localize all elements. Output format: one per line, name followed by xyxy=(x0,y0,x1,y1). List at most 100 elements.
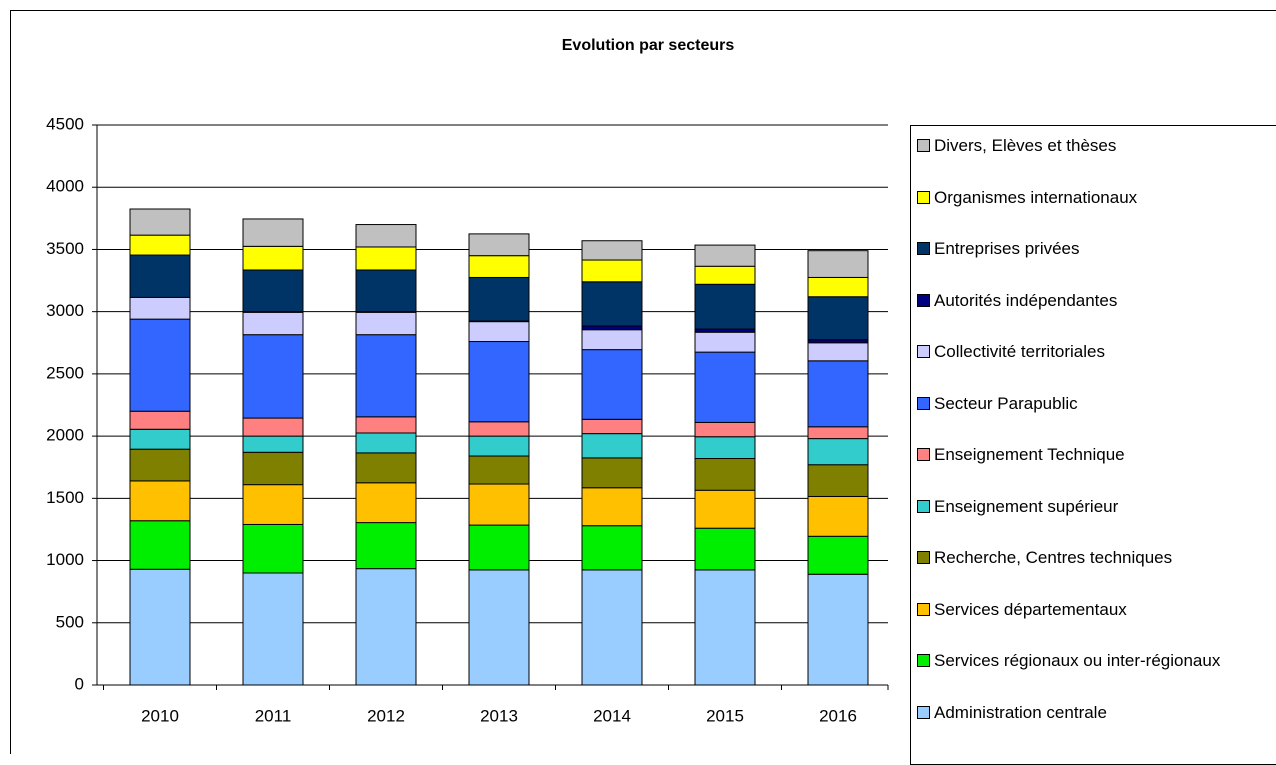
legend-label: Enseignement Technique xyxy=(934,442,1125,467)
legend-item: Enseignement supérieur xyxy=(917,494,1257,519)
legend-label: Secteur Parapublic xyxy=(934,391,1078,416)
bar-segment xyxy=(243,452,303,484)
x-tick-label: 2015 xyxy=(706,706,744,725)
bar-segment xyxy=(469,256,529,278)
legend-label: Services départementaux xyxy=(934,597,1127,622)
bar-segment xyxy=(130,411,190,429)
bar-segment xyxy=(808,574,868,685)
y-tick-label: 3000 xyxy=(46,301,84,320)
bar-segment xyxy=(695,245,755,266)
legend-item: Services départementaux xyxy=(917,597,1257,622)
legend-label: Autorités indépendantes xyxy=(934,288,1117,313)
bar-segment xyxy=(130,449,190,481)
bar-segment xyxy=(695,490,755,528)
bar-segment xyxy=(808,343,868,361)
bar-segment xyxy=(356,247,416,270)
x-tick-label: 2012 xyxy=(367,706,405,725)
bar-segment xyxy=(808,277,868,296)
bar-segment xyxy=(582,241,642,260)
bar-segment xyxy=(130,481,190,521)
legend-item: Services régionaux ou inter-régionaux xyxy=(917,648,1257,673)
legend-swatch xyxy=(917,500,930,513)
bar-segment xyxy=(243,418,303,436)
y-tick-label: 2000 xyxy=(46,426,84,445)
bar-segment xyxy=(130,255,190,297)
bar-segment xyxy=(582,434,642,458)
bar-segment xyxy=(695,437,755,459)
legend-label: Collectivité territoriales xyxy=(934,339,1105,364)
legend-label: Divers, Elèves et thèses xyxy=(934,133,1116,158)
legend: Divers, Elèves et thèses Organismes inter… xyxy=(910,125,1276,765)
bar-segment xyxy=(356,523,416,569)
bar-segment xyxy=(356,483,416,523)
legend-item: Collectivité territoriales xyxy=(917,339,1257,364)
legend-label: Entreprises privées xyxy=(934,236,1080,261)
bar-segment xyxy=(356,225,416,247)
legend-swatch xyxy=(917,397,930,410)
bar-segment xyxy=(808,427,868,439)
bar-segment xyxy=(130,521,190,570)
bar-segment xyxy=(130,319,190,411)
bar-segment xyxy=(808,251,868,278)
bar-segment xyxy=(808,496,868,536)
legend-item: Divers, Elèves et thèses xyxy=(917,133,1257,158)
legend-label: Organismes internationaux xyxy=(934,185,1137,210)
bar-segment xyxy=(582,282,642,326)
bar-segment xyxy=(582,330,642,350)
bar-segment xyxy=(243,219,303,246)
bar-segment xyxy=(808,297,868,340)
legend-item: Enseignement Technique xyxy=(917,442,1257,467)
legend-item: Entreprises privées xyxy=(917,236,1257,261)
x-tick-label: 2011 xyxy=(255,706,292,725)
bar-segment xyxy=(469,342,529,422)
bar-segment xyxy=(243,485,303,525)
bar-segment xyxy=(808,361,868,427)
chart-title: Evolution par secteurs xyxy=(562,37,735,54)
legend-item: Administration centrale xyxy=(917,700,1257,725)
bar-segment xyxy=(469,422,529,436)
bar-segment xyxy=(582,526,642,570)
bar-segment xyxy=(469,436,529,456)
legend-swatch xyxy=(917,551,930,564)
bar-segment xyxy=(808,439,868,465)
legend-swatch xyxy=(917,706,930,719)
bar-segment xyxy=(243,524,303,573)
bar-segment xyxy=(356,417,416,433)
bar-segment xyxy=(130,297,190,319)
legend-label: Services régionaux ou inter-régionaux xyxy=(934,648,1220,673)
bar-segment xyxy=(356,453,416,483)
x-tick-label: 2013 xyxy=(480,706,518,725)
bar-segment xyxy=(582,488,642,526)
bar-segment xyxy=(243,246,303,270)
legend-label: Enseignement supérieur xyxy=(934,494,1118,519)
legend-item: Organismes internationaux xyxy=(917,185,1257,210)
bar-segment xyxy=(243,270,303,312)
bar-segment xyxy=(356,312,416,334)
bar-segment xyxy=(130,429,190,449)
bar-segment xyxy=(469,234,529,256)
legend-swatch xyxy=(917,139,930,152)
bar-segment xyxy=(243,573,303,685)
y-tick-label: 1000 xyxy=(46,550,84,569)
bar-segment xyxy=(582,326,642,330)
y-tick-label: 500 xyxy=(56,612,84,631)
y-tick-label: 0 xyxy=(75,674,84,693)
bar-segment xyxy=(582,350,642,420)
legend-swatch xyxy=(917,448,930,461)
y-tick-label: 1500 xyxy=(46,488,84,507)
bar-segment xyxy=(695,459,755,491)
bar-segment xyxy=(469,484,529,525)
legend-swatch xyxy=(917,345,930,358)
bar-segment xyxy=(695,284,755,329)
bar-segment xyxy=(695,352,755,422)
bar-segment xyxy=(695,332,755,352)
x-tick-label: 2010 xyxy=(141,706,179,725)
legend-item: Secteur Parapublic xyxy=(917,391,1257,416)
legend-label: Administration centrale xyxy=(934,700,1107,725)
bar-segment xyxy=(808,536,868,574)
legend-swatch xyxy=(917,654,930,667)
bar-segment xyxy=(356,569,416,685)
bar-segment xyxy=(582,419,642,433)
bar-segment xyxy=(243,335,303,418)
legend-swatch xyxy=(917,242,930,255)
